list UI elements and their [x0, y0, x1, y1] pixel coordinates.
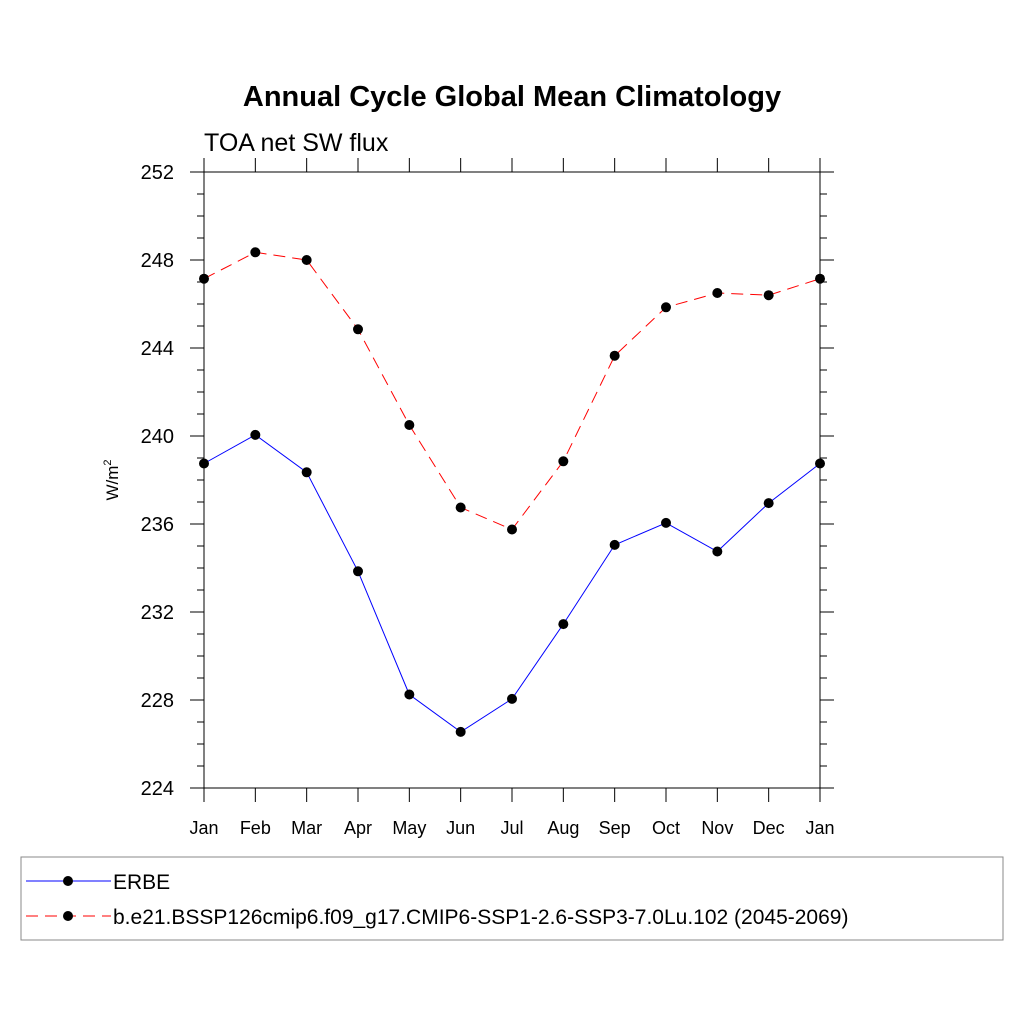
series-2-point [353, 324, 363, 335]
series-2-point [301, 255, 312, 265]
y-tick-label: 228 [141, 690, 174, 712]
x-tick-label: Feb [240, 818, 271, 838]
x-tick-label: Mar [291, 818, 322, 838]
x-tick-label: Apr [344, 818, 372, 838]
series-2-point [250, 247, 261, 258]
series-1-point [404, 689, 415, 700]
legend-label-2: b.e21.BSSP126cmip6.f09_g17.CMIP6-SSP1-2.… [113, 906, 848, 929]
series-1-point [558, 619, 569, 630]
y-tick-label: 232 [141, 602, 174, 624]
series-2-point [661, 302, 671, 313]
series-line-2 [203, 251, 821, 531]
y-tick-label: 236 [141, 514, 174, 536]
series-2-point [763, 290, 774, 301]
x-tick-label: Jul [500, 818, 523, 838]
series-2-point [455, 502, 466, 513]
series-1-point [301, 467, 312, 478]
y-tick-label: 240 [141, 426, 174, 448]
y-axis-label-superscript: 2 [102, 459, 114, 465]
chart-title: Annual Cycle Global Mean Climatology [243, 81, 781, 113]
series-1-point [199, 458, 209, 469]
y-tick-label: 224 [141, 778, 174, 800]
x-tick-label: Nov [701, 818, 733, 838]
legend-marker-2 [63, 911, 73, 921]
x-tick-label: May [392, 818, 426, 838]
x-tick-label: Dec [753, 818, 785, 838]
y-axis-label: W/m2 [102, 459, 122, 500]
x-tick-label: Jan [189, 818, 218, 838]
series-2-point [609, 350, 620, 361]
series-2-point [507, 524, 517, 535]
series-1-point [661, 517, 671, 528]
legend-marker-1 [63, 876, 73, 886]
series-1-point [455, 726, 466, 737]
series-1-point [250, 429, 261, 440]
plot-area: 224 228 232 236 240 244 248 252 Jan Feb Mar Apr May J… [141, 158, 835, 838]
series-1-point [815, 458, 825, 469]
y-tick-label: 244 [141, 338, 174, 360]
legend-label-1: ERBE [113, 871, 170, 894]
legend: ERBE b.e21.BSSP126cmip6.f09_g17.CMIP6-SSP… [20, 856, 1004, 941]
x-tick-label: Sep [599, 818, 631, 838]
series-1-point [609, 539, 620, 550]
x-tick-label: Aug [547, 818, 579, 838]
series-1-point [507, 693, 517, 704]
series-2-point [815, 273, 825, 284]
series-2-point [404, 420, 415, 430]
y-tick-label: 252 [141, 162, 174, 184]
series-1-point [712, 546, 723, 557]
y-tick-label: 248 [141, 250, 174, 272]
series-line-1 [203, 434, 821, 733]
series-1-point [353, 566, 363, 577]
x-tick-label: Jan [805, 818, 834, 838]
series-1-point [763, 498, 774, 509]
y-axis-label-text: W/m [103, 466, 122, 501]
series-2-point [712, 288, 723, 298]
series-2-point [558, 456, 569, 467]
chart-subtitle: TOA net SW flux [204, 129, 389, 157]
x-tick-label: Oct [652, 818, 680, 838]
legend-box [20, 856, 1004, 941]
series-2-point [199, 273, 209, 284]
x-tick-label: Jun [446, 818, 475, 838]
